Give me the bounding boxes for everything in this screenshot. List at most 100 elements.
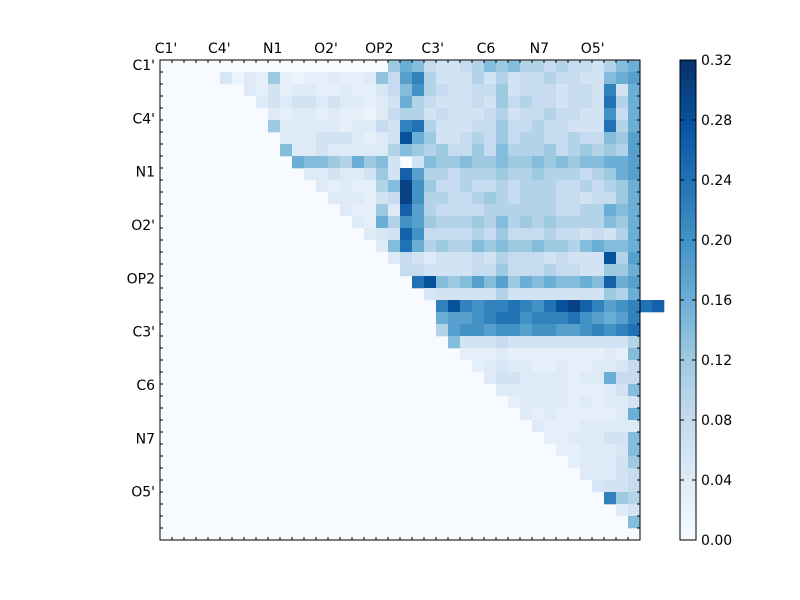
y-tick-labels: C1' C4' N1 O2' OP2 C3' C6 N7 O5' — [127, 58, 155, 501]
heatmap-cell — [340, 168, 353, 181]
heatmap-cell — [616, 348, 629, 361]
heatmap-cell — [616, 204, 629, 217]
heatmap-cell — [592, 204, 605, 217]
heatmap-cell — [544, 252, 557, 265]
heatmap-cell — [520, 336, 533, 349]
heatmap-cell — [556, 420, 569, 433]
heatmap-cell — [448, 204, 461, 217]
heatmap-cell — [544, 384, 557, 397]
heatmap-cell — [580, 180, 593, 193]
heatmap-cell — [628, 312, 641, 325]
heatmap-cell — [448, 108, 461, 121]
heatmap-cell — [592, 84, 605, 97]
heatmap-cell — [388, 120, 401, 133]
heatmap-cell — [496, 288, 509, 301]
heatmap-cell — [400, 240, 413, 253]
heatmap-cell — [484, 120, 497, 133]
heatmap-cell — [628, 216, 641, 229]
heatmap-cell — [532, 264, 545, 277]
heatmap-cell — [580, 216, 593, 229]
heatmap-cell — [448, 276, 461, 289]
x-tick-label: C3' — [421, 41, 444, 57]
heatmap-cell — [424, 72, 437, 85]
heatmap-cell — [496, 72, 509, 85]
heatmap-cell — [592, 396, 605, 409]
heatmap-cell — [508, 300, 521, 313]
x-tick-label: C4' — [208, 41, 231, 57]
heatmap-cell — [436, 60, 449, 73]
heatmap-cell — [616, 168, 629, 181]
heatmap-cell — [628, 132, 641, 145]
heatmap-cell — [604, 180, 617, 193]
heatmap-cell — [544, 300, 557, 313]
heatmap-cell — [472, 216, 485, 229]
heatmap-cell — [628, 72, 641, 85]
heatmap-cell — [448, 240, 461, 253]
heatmap-cell — [340, 96, 353, 109]
heatmap-cell — [532, 360, 545, 373]
heatmap-cell — [520, 96, 533, 109]
heatmap-cell — [436, 324, 449, 337]
y-tick-label: C3' — [132, 325, 155, 341]
heatmap-cell — [412, 60, 425, 73]
heatmap-cell — [592, 168, 605, 181]
y-tick-label: N7 — [136, 431, 155, 447]
heatmap-cell — [424, 144, 437, 157]
heatmap-cell — [592, 300, 605, 313]
heatmap-cell — [400, 216, 413, 229]
heatmap-cell — [340, 180, 353, 193]
heatmap-cell — [556, 156, 569, 169]
heatmap-cell — [352, 108, 365, 121]
heatmap-cell — [508, 168, 521, 181]
heatmap-cell — [616, 156, 629, 169]
heatmap-cell — [616, 288, 629, 301]
heatmap-cell — [604, 84, 617, 97]
heatmap-cell — [532, 60, 545, 73]
heatmap-cell — [628, 84, 641, 97]
heatmap-cell — [268, 96, 281, 109]
heatmap-cell — [400, 264, 413, 277]
heatmap-cell — [628, 360, 641, 373]
heatmap-cell — [544, 240, 557, 253]
heatmap-cell — [508, 252, 521, 265]
heatmap-cell — [508, 288, 521, 301]
heatmap-cell — [436, 240, 449, 253]
heatmap-cell — [352, 216, 365, 229]
heatmap-cell — [568, 144, 581, 157]
heatmap-cell — [616, 480, 629, 493]
heatmap-cell — [628, 180, 641, 193]
heatmap-cells — [160, 60, 665, 540]
y-tick-label: O5' — [131, 485, 155, 501]
heatmap-cell — [556, 372, 569, 385]
heatmap-cell — [616, 96, 629, 109]
heatmap-cell — [424, 84, 437, 97]
heatmap-cell — [544, 156, 557, 169]
heatmap-cell — [496, 108, 509, 121]
heatmap-cell — [352, 84, 365, 97]
heatmap-cell — [388, 156, 401, 169]
heatmap-cell — [280, 96, 293, 109]
heatmap-cell — [400, 252, 413, 265]
heatmap-cell — [544, 288, 557, 301]
heatmap-cell — [604, 156, 617, 169]
heatmap-cell — [592, 384, 605, 397]
heatmap-cell — [544, 96, 557, 109]
heatmap-cell — [592, 216, 605, 229]
heatmap-cell — [496, 96, 509, 109]
heatmap-cell — [616, 228, 629, 241]
heatmap-cell — [628, 456, 641, 469]
heatmap-cell — [484, 264, 497, 277]
heatmap-cell — [592, 144, 605, 157]
heatmap-cell — [556, 144, 569, 157]
heatmap-cell — [520, 192, 533, 205]
heatmap-cell — [520, 216, 533, 229]
heatmap-cell — [304, 132, 317, 145]
heatmap-cell — [400, 168, 413, 181]
heatmap-cell — [460, 132, 473, 145]
heatmap-cell — [472, 120, 485, 133]
heatmap-cell — [352, 144, 365, 157]
heatmap-cell — [556, 180, 569, 193]
heatmap-cell — [400, 60, 413, 73]
x-tick-labels: C1' C4' N1 O2' OP2 C3' C6 N7 O5' — [155, 41, 605, 57]
heatmap-cell — [556, 396, 569, 409]
